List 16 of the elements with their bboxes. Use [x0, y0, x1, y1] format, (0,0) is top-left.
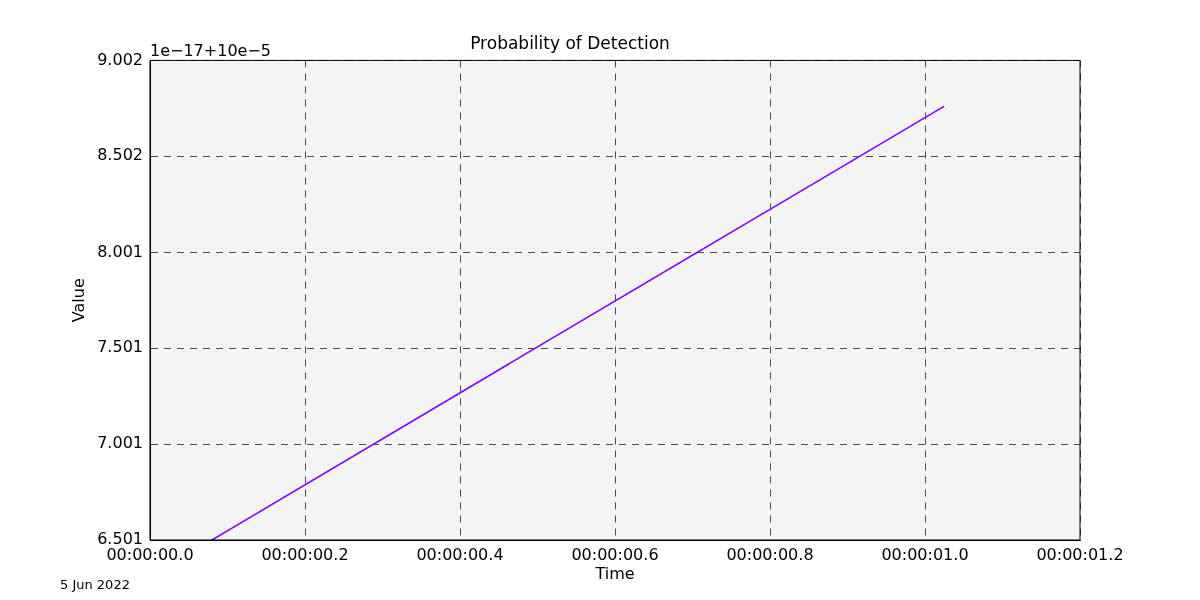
chart-title: Probability of Detection: [470, 32, 670, 53]
y-tick-label: 8.502: [97, 145, 143, 165]
x-tick-label: 00:00:00.6: [571, 544, 659, 564]
y-tick-label: 7.501: [97, 337, 143, 357]
text: 5 Jun 2022: [60, 577, 130, 593]
x-tick-label: 00:00:00.4: [416, 544, 504, 564]
x-tick-label: 00:00:00.2: [261, 544, 349, 564]
x-axis-title: Time: [594, 563, 635, 583]
y-tick-label: 8.001: [97, 241, 143, 261]
x-tick-label: 00:00:01.0: [881, 544, 969, 564]
x-tick-label: 00:00:01.2: [1036, 544, 1124, 564]
y-tick-label: 9.002: [97, 49, 143, 69]
x-tick-label: 00:00:00.8: [726, 544, 814, 564]
y-tick-label: 7.001: [97, 433, 143, 453]
y-axis-title: Value: [68, 278, 88, 323]
text: 1e−17+10e−5: [150, 41, 271, 61]
